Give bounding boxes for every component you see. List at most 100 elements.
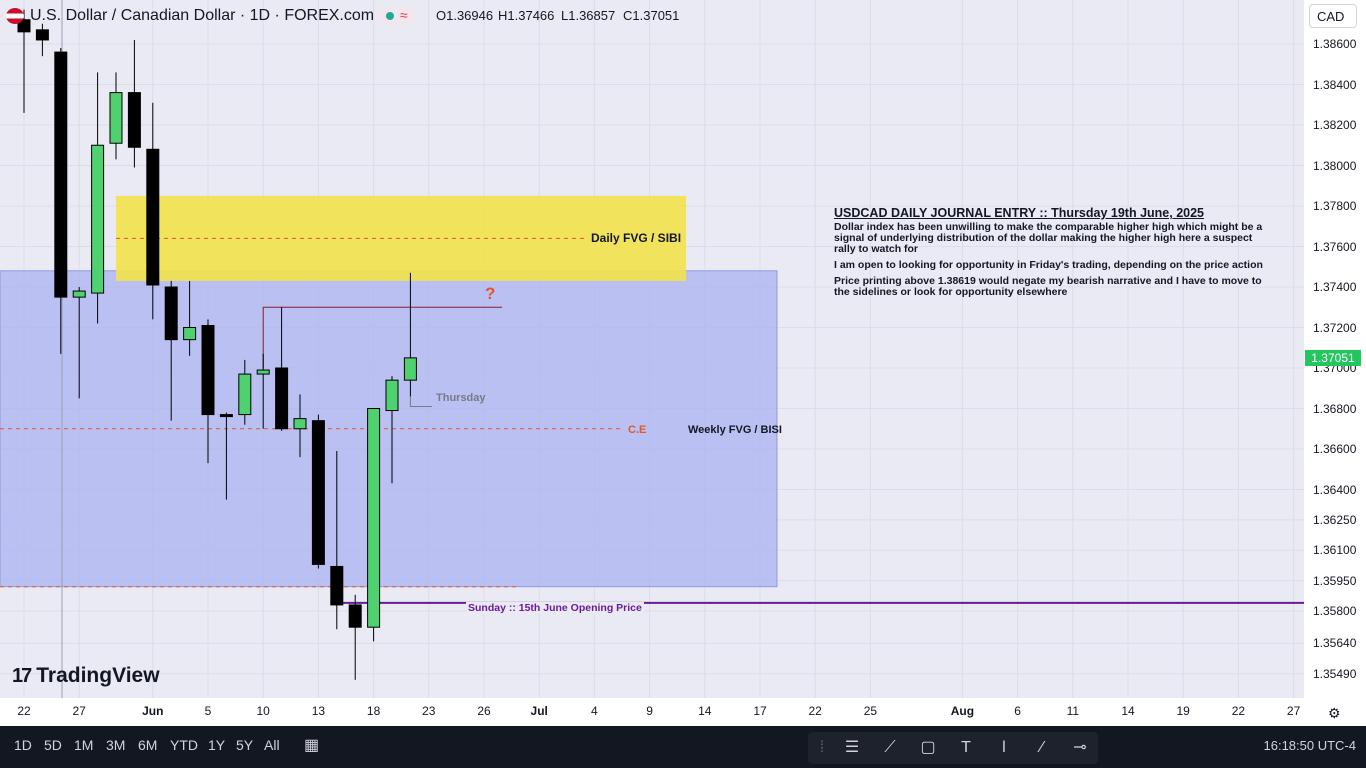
candle-body [311, 420, 325, 565]
time-tick-label: 13 [311, 704, 326, 718]
candle-body [17, 19, 31, 33]
ohlc-low: L1.36857 [561, 8, 616, 23]
price-tick-label: 1.36400 [1313, 482, 1357, 497]
tradingview-logo[interactable]: 17 TradingView [12, 664, 160, 688]
price-tick-label: 1.37800 [1313, 199, 1357, 213]
range-1m[interactable]: 1M [74, 737, 94, 753]
currency-selector[interactable]: CAD [1309, 4, 1357, 28]
candle-body [54, 51, 68, 298]
time-tick-label: 17 [753, 704, 767, 718]
price-tick-label: 1.35800 [1313, 604, 1357, 618]
time-tick-label: Jun [142, 704, 164, 718]
time-tick-label: 5 [204, 704, 212, 718]
range-all[interactable]: All [264, 737, 280, 753]
candle-body [330, 565, 344, 606]
journal-paragraph: Dollar index has been unwilling to make … [834, 221, 1263, 255]
candle-body [35, 29, 49, 41]
price-marker-icon[interactable]: ǀ [1001, 739, 1007, 756]
horizontal-line-icon[interactable]: ⊸ [1073, 739, 1087, 756]
rectangle-icon[interactable]: ▢ [920, 739, 936, 756]
wave-icon: ≈ [400, 7, 408, 23]
time-tick-label: 22 [1231, 704, 1246, 718]
symbol-title[interactable]: U.S. Dollar / Canadian Dollar · 1D · FOR… [30, 7, 375, 24]
lines-icon[interactable]: ☰ [844, 739, 860, 756]
time-tick-label: 19 [1176, 704, 1190, 718]
question-mark: ? [485, 284, 496, 303]
time-tick-label: 22 [808, 704, 822, 718]
price-tick-label: 1.36600 [1313, 442, 1357, 456]
thursday-connector [409, 396, 432, 407]
time-tick-label: 10 [256, 704, 270, 718]
price-tick-label: 1.37600 [1313, 239, 1357, 254]
bottom-toolbar: 1D 5D 1M 3M 6M YTD 1Y 5Y All ▦ ⁞ ☰ ⟋ ▢ T… [0, 726, 1366, 768]
journal-title: USDCAD DAILY JOURNAL ENTRY :: Thursday 1… [834, 206, 1204, 220]
price-tick-label: 1.38600 [1313, 37, 1357, 51]
gear-icon[interactable]: ⚙ [1328, 705, 1341, 721]
trendline-icon[interactable]: ⟋ [884, 739, 896, 756]
range-3m[interactable]: 3M [106, 737, 126, 753]
candle-body [367, 408, 381, 628]
market-status-pill[interactable]: ≈ [378, 7, 418, 25]
range-6m[interactable]: 6M [138, 737, 158, 753]
time-tick-label: 11 [1066, 704, 1080, 718]
time-tick-label: Jul [530, 704, 548, 718]
price-tick-label: 1.35640 [1313, 636, 1357, 651]
candle-body [385, 379, 399, 412]
candle-body [256, 369, 270, 375]
time-tick-label: 18 [366, 704, 381, 718]
swing-high-line [262, 306, 502, 368]
range-1y[interactable]: 1Y [208, 737, 226, 753]
ohlc-high: H1.37466 [498, 8, 555, 23]
ohlc-close: C1.37051 [623, 8, 680, 23]
chart-plot-area[interactable]: Daily FVG / SIBI Weekly FVG / BISI C.E S… [0, 0, 1304, 698]
price-tick-label: 1.35490 [1313, 666, 1357, 681]
calendar-icon[interactable]: ▦ [304, 737, 320, 754]
ce-label: C.E [628, 424, 647, 436]
daily-fvg-zone [116, 195, 686, 281]
candle-body [293, 418, 307, 430]
journal-note: USDCAD DAILY JOURNAL ENTRY :: Thursday 1… [834, 206, 1264, 303]
time-tick-label: 6 [1014, 704, 1021, 718]
sunday-open-label: Sunday :: 15th June Opening Price [466, 602, 644, 614]
price-tick-label: 1.36800 [1313, 401, 1357, 416]
last-price-tag: 1.37051 [1305, 349, 1361, 366]
clock: 16:18:50 UTC-4 [1263, 738, 1357, 753]
candle-body [219, 414, 233, 418]
time-tick-label: 25 [863, 704, 878, 718]
chart-svg[interactable] [0, 0, 1304, 698]
candle-body [146, 148, 160, 286]
range-5y[interactable]: 5Y [236, 737, 254, 753]
drag-handle-icon[interactable]: ⁞ [819, 739, 825, 756]
time-tick-label: 22 [17, 704, 31, 718]
candle-body [238, 373, 252, 416]
candle-body [348, 604, 362, 628]
price-tick-label: 1.36100 [1313, 543, 1357, 558]
range-5d[interactable]: 5D [44, 737, 62, 753]
range-1d[interactable]: 1D [14, 737, 32, 753]
range-ytd[interactable]: YTD [170, 737, 198, 753]
candle-body [164, 286, 178, 341]
ohlc-open: O1.36946 [436, 8, 494, 23]
tradingview-logo-text: TradingView [36, 664, 160, 687]
candle-body [403, 357, 417, 381]
time-tick-label: 27 [72, 704, 86, 718]
tradingview-logo-icon: 17 [12, 665, 32, 687]
drawing-toolbar: ⁞ ☰ ⟋ ▢ T ǀ ⁄ ⊸ [808, 732, 1098, 764]
daily-fvg-label: Daily FVG / SIBI [591, 231, 682, 245]
price-tick-label: 1.37400 [1313, 280, 1357, 294]
journal-paragraph: Price printing above 1.38619 would negat… [834, 275, 1262, 298]
text-icon[interactable]: T [961, 739, 971, 756]
time-axis[interactable]: 22 27 Jun 5 10 13 18 23 26 Jul 4 9 14 17 22 25 Aug 6 11 14 1… [0, 698, 1366, 726]
price-tick-label: 1.38400 [1313, 77, 1357, 92]
candle-body [127, 92, 141, 148]
time-tick-label: 14 [1121, 704, 1135, 718]
status-dot-icon [386, 12, 394, 20]
price-tick-label: 1.38200 [1313, 118, 1357, 132]
price-axis[interactable]: 1.38600 1.38400 1.38200 1.38000 1.37800 1.376… [1304, 0, 1366, 698]
ray-icon[interactable]: ⁄ [1040, 739, 1044, 756]
time-tick-label: 9 [646, 704, 653, 718]
candle-body [183, 327, 197, 341]
candle-body [109, 92, 123, 144]
time-tick-label: 14 [698, 704, 712, 718]
candle-body [275, 367, 289, 430]
